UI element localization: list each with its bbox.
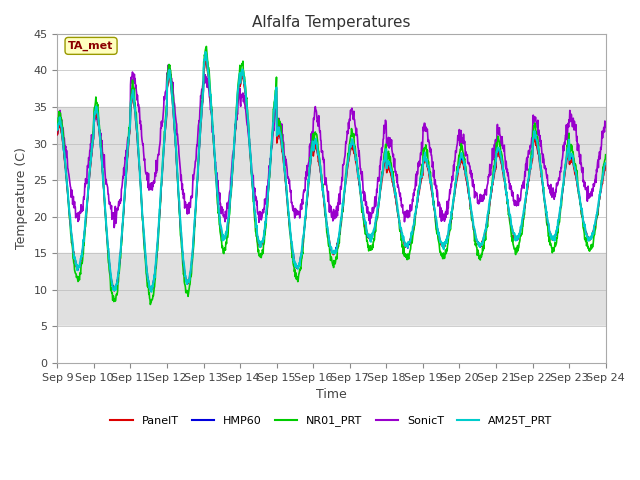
Bar bbox=[58, 107, 605, 180]
Bar bbox=[58, 326, 605, 363]
Bar bbox=[58, 253, 605, 326]
Bar bbox=[58, 34, 605, 107]
Y-axis label: Temperature (C): Temperature (C) bbox=[15, 147, 28, 249]
Bar bbox=[58, 180, 605, 253]
X-axis label: Time: Time bbox=[316, 388, 347, 401]
Text: TA_met: TA_met bbox=[68, 41, 114, 51]
Legend: PanelT, HMP60, NR01_PRT, SonicT, AM25T_PRT: PanelT, HMP60, NR01_PRT, SonicT, AM25T_P… bbox=[106, 411, 557, 431]
Title: Alfalfa Temperatures: Alfalfa Temperatures bbox=[252, 15, 411, 30]
